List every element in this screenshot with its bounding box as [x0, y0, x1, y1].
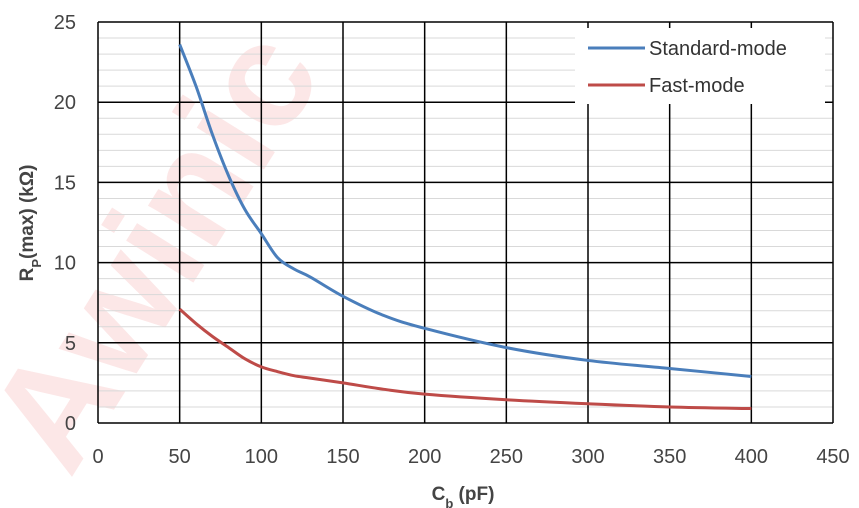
series-line-fast-mode: [178, 307, 752, 411]
x-tick-label: 450: [816, 446, 849, 468]
x-tick-label: 0: [92, 446, 103, 468]
legend: Standard-mode Fast-mode: [575, 28, 825, 104]
x-tick-label: 150: [326, 446, 359, 468]
x-axis-title-rest: (pF): [453, 484, 494, 505]
x-tick-label: 300: [571, 446, 604, 468]
x-axis-title: Cb (pF): [432, 484, 495, 508]
y-axis-title-rest: (max) (kΩ): [17, 165, 38, 259]
y-axis-title-main: R: [17, 267, 38, 281]
y-tick-label: 5: [65, 333, 76, 355]
legend-label-fast-mode: Fast-mode: [649, 75, 745, 97]
y-tick-label: 15: [54, 172, 76, 194]
x-tick-label: 50: [169, 446, 191, 468]
x-tick-label: 400: [735, 446, 768, 468]
series-layer: [178, 43, 752, 411]
x-axis-title-sub: b: [445, 496, 453, 508]
x-tick-label: 100: [245, 446, 278, 468]
tick-labels: 0 50 100 150 200 250 300 350 400 450 0 5 10 15 20 25: [54, 12, 850, 468]
x-tick-label: 250: [490, 446, 523, 468]
legend-label-standard-mode: Standard-mode: [649, 38, 787, 60]
y-tick-label: 10: [54, 253, 76, 275]
legend-box: [575, 28, 825, 104]
y-tick-label: 25: [54, 12, 76, 34]
x-tick-label: 350: [653, 446, 686, 468]
y-axis-title: RP(max) (kΩ): [17, 165, 44, 282]
y-tick-label: 20: [54, 92, 76, 114]
y-tick-label: 0: [65, 413, 76, 435]
x-tick-label: 200: [408, 446, 441, 468]
series-line-standard-mode: [178, 43, 752, 378]
x-axis-title-main: C: [432, 484, 446, 505]
y-axis-title-sub: P: [29, 259, 44, 268]
